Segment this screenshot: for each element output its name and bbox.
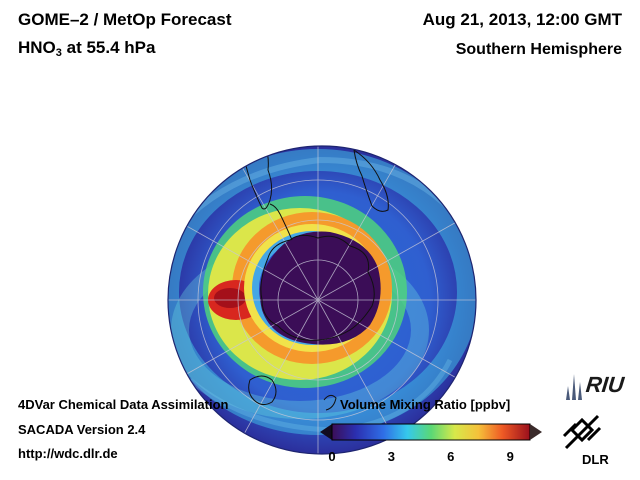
footer-assimilation: 4DVar Chemical Data Assimilation [18, 397, 229, 412]
colorbar [320, 423, 542, 441]
region-label: Southern Hemisphere [455, 41, 622, 58]
riu-logo-mark [566, 374, 582, 400]
colorbar-tick-3: 3 [387, 449, 396, 464]
colorbar-tick-0: 0 [328, 449, 336, 464]
colorbar-tick-9: 9 [506, 449, 514, 464]
coastlines [231, 146, 389, 411]
product-title: GOME–2 / MetOp Forecast [18, 10, 232, 29]
footer-version: SACADA Version 2.4 [18, 422, 146, 437]
colorbar-left-arrow [320, 424, 332, 440]
colorbar-right-arrow [530, 424, 542, 440]
species-subscript: 3 [55, 47, 62, 59]
species-name: HNO [18, 38, 56, 57]
colorbar-tick-6: 6 [447, 449, 455, 464]
footer-url[interactable]: http://wdc.dlr.de [18, 446, 118, 461]
species-level: HNO3 at 55.4 hPa [18, 38, 155, 59]
vortex-core [259, 231, 381, 345]
colorbar-gradient [331, 423, 531, 441]
pressure-level: at 55.4 hPa [61, 38, 156, 57]
dlr-logo-text: DLR [582, 452, 609, 467]
colorbar-title: Volume Mixing Ratio [ppbv] [340, 397, 511, 412]
graticule [168, 146, 476, 454]
dlr-logo-mark [562, 414, 602, 450]
riu-logo-text: RIU [584, 372, 626, 397]
forecast-datetime: Aug 21, 2013, 12:00 GMT [422, 10, 622, 29]
